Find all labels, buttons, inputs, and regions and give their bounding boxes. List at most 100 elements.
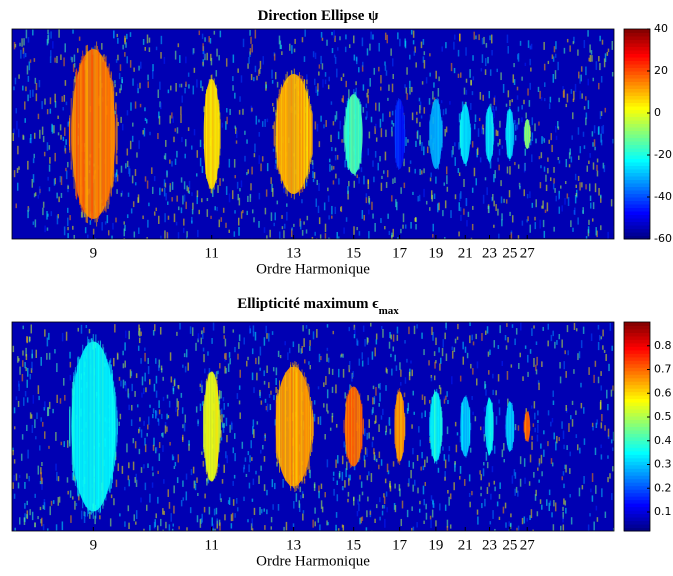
noise	[493, 480, 496, 485]
noise	[474, 416, 477, 422]
noise	[83, 511, 86, 516]
noise	[593, 125, 596, 134]
colorbar-cell	[624, 43, 650, 47]
noise	[125, 42, 127, 48]
colorbar-cell	[624, 395, 650, 400]
noise	[553, 166, 555, 173]
noise	[326, 347, 329, 351]
noise	[272, 188, 274, 197]
noise	[238, 334, 241, 342]
noise	[514, 423, 517, 431]
noise	[238, 342, 240, 349]
noise	[537, 467, 539, 471]
noise	[510, 522, 512, 527]
noise	[146, 237, 148, 239]
noise	[174, 158, 177, 165]
noise	[196, 515, 199, 523]
noise	[413, 411, 415, 415]
noise	[538, 121, 540, 126]
noise	[122, 350, 124, 356]
noise	[127, 388, 129, 398]
noise	[143, 420, 145, 426]
noise	[445, 126, 448, 133]
noise	[593, 374, 595, 383]
noise	[335, 384, 337, 394]
noise	[371, 409, 373, 415]
noise	[358, 494, 361, 502]
noise	[268, 393, 271, 398]
noise	[25, 367, 27, 372]
noise	[486, 487, 489, 494]
noise	[361, 352, 363, 360]
noise	[306, 215, 309, 221]
noise	[122, 363, 125, 369]
noise	[362, 325, 365, 332]
noise	[57, 132, 60, 136]
noise	[234, 92, 236, 99]
noise	[439, 387, 442, 395]
noise	[359, 101, 361, 108]
noise	[345, 34, 347, 40]
noise	[523, 458, 526, 467]
colorbar-cell	[624, 384, 650, 389]
noise	[507, 90, 510, 98]
colorbar-cell	[624, 332, 650, 337]
noise	[217, 185, 219, 193]
noise	[172, 523, 175, 527]
noise	[139, 327, 141, 337]
noise	[266, 489, 268, 496]
noise	[211, 338, 213, 344]
noise	[547, 340, 549, 347]
noise	[123, 221, 125, 225]
noise	[364, 447, 367, 455]
noise	[147, 219, 149, 228]
noise	[115, 174, 117, 183]
noise	[600, 111, 603, 116]
noise	[194, 483, 197, 491]
noise	[185, 236, 188, 239]
noise	[611, 493, 613, 501]
noise	[291, 227, 293, 231]
noise	[366, 475, 369, 481]
noise	[510, 230, 513, 234]
noise	[207, 476, 210, 484]
noise	[407, 139, 409, 143]
noise	[537, 424, 539, 433]
noise	[595, 422, 598, 429]
noise	[233, 474, 236, 479]
noise	[349, 360, 351, 370]
noise	[129, 60, 132, 68]
noise	[210, 215, 212, 219]
noise	[136, 83, 139, 92]
noise	[164, 153, 167, 160]
noise	[216, 520, 218, 529]
noise	[261, 156, 264, 162]
noise	[564, 464, 566, 469]
noise	[85, 324, 88, 329]
noise	[571, 400, 574, 405]
noise	[591, 495, 594, 502]
noise	[255, 115, 258, 125]
noise	[59, 175, 62, 183]
noise	[598, 334, 601, 341]
noise	[295, 493, 298, 502]
noise	[443, 396, 446, 400]
noise	[132, 78, 134, 86]
colorbar-cell	[624, 179, 650, 184]
noise	[595, 505, 598, 511]
colorbar-cell	[624, 46, 650, 51]
noise	[203, 106, 205, 113]
noise	[185, 81, 187, 87]
noise	[586, 165, 589, 172]
noise	[21, 434, 24, 440]
noise	[597, 376, 600, 384]
noise	[17, 401, 20, 407]
noise	[158, 115, 161, 125]
noise	[24, 390, 27, 397]
noise	[581, 93, 583, 99]
noise	[434, 361, 436, 369]
noise	[163, 179, 166, 187]
noise	[543, 166, 546, 172]
noise	[59, 398, 62, 404]
noise	[372, 407, 374, 414]
